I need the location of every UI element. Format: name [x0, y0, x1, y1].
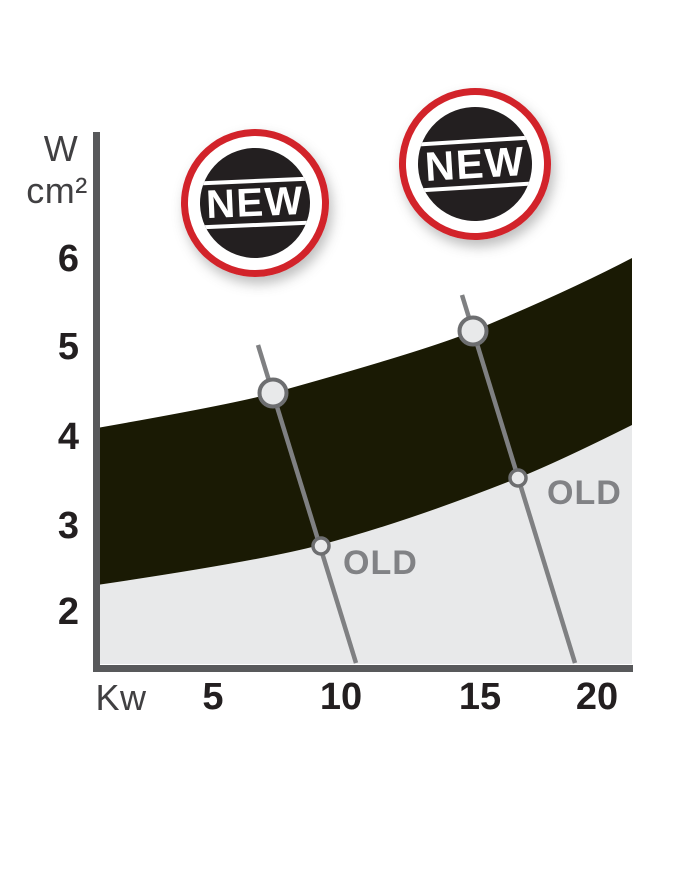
- old-band-area: [97, 425, 632, 664]
- badge-black-face: NEW: [414, 103, 536, 225]
- y-tick-4: 4: [57, 416, 79, 458]
- old-marker-1: [311, 536, 331, 556]
- badge-black-face: NEW: [197, 145, 313, 261]
- old-marker-2: [508, 468, 528, 488]
- y-axis-line: [93, 132, 100, 672]
- badge-white-gap: NEW: [401, 90, 549, 238]
- x-tick-15: 15: [458, 676, 502, 718]
- old-annotation-1: OLD: [343, 544, 418, 582]
- new-badge-label: NEW: [205, 178, 305, 228]
- x-tick-5: 5: [202, 676, 224, 718]
- y-tick-5: 5: [57, 326, 79, 368]
- new-band-area: [97, 258, 632, 585]
- old-annotation-2: OLD: [547, 474, 622, 512]
- y-tick-2: 2: [57, 591, 79, 633]
- y-axis-unit-numerator: W: [43, 128, 79, 169]
- x-tick-20: 20: [575, 676, 619, 718]
- x-tick-10: 10: [319, 676, 363, 718]
- new-marker-2: [457, 315, 489, 347]
- new-marker-1: [257, 377, 289, 409]
- x-axis-line: [93, 665, 633, 672]
- x-axis-unit: Kw: [95, 677, 147, 718]
- badge-white-gap: NEW: [185, 133, 325, 273]
- new-badge-label: NEW: [423, 137, 527, 190]
- y-axis-unit-denominator: cm²: [26, 170, 88, 211]
- y-tick-3: 3: [57, 505, 79, 547]
- y-tick-6: 6: [57, 238, 79, 280]
